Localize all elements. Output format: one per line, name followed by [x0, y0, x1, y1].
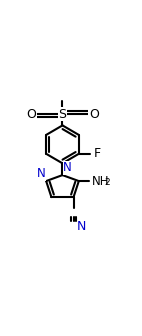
Text: S: S: [59, 108, 66, 121]
Text: F: F: [94, 147, 101, 160]
Text: N: N: [63, 161, 72, 174]
Text: N: N: [37, 167, 45, 180]
Text: O: O: [89, 108, 99, 121]
Text: N: N: [77, 220, 86, 233]
Text: NH: NH: [92, 175, 110, 187]
Text: O: O: [26, 108, 36, 121]
Text: 2: 2: [104, 178, 110, 187]
